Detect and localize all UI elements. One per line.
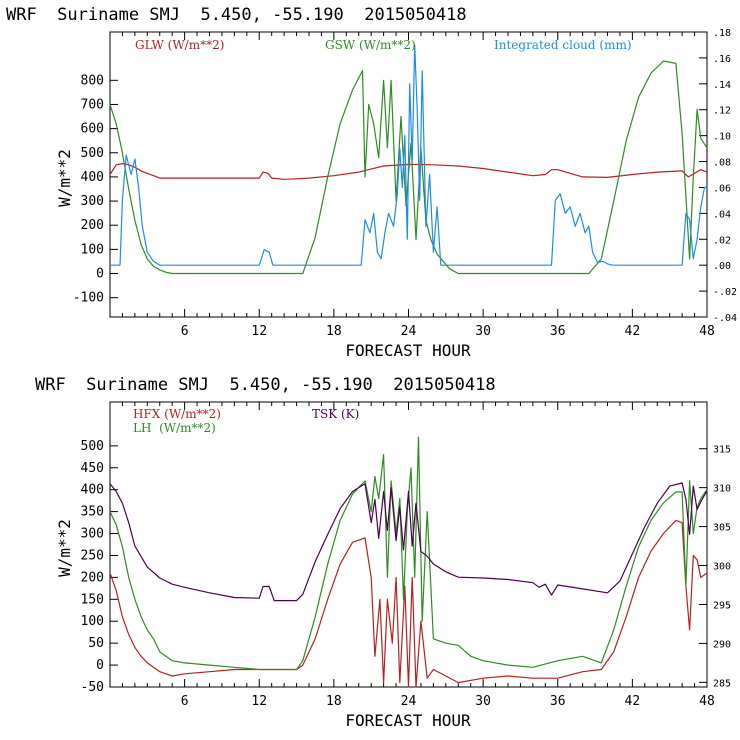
bottom-series-lh xyxy=(109,436,708,671)
top-y-axis-label: W/m**2 xyxy=(55,149,74,207)
legend-gsw: GSW (W/m**2) xyxy=(325,38,416,52)
bottom-y-tick-label: 350 xyxy=(81,505,104,520)
bottom-y2-tick-label: 290 xyxy=(713,639,731,650)
top-y2-tick-label: .18 xyxy=(713,28,731,39)
bottom-y-tick-label: 100 xyxy=(81,614,104,629)
bottom-y2-tick-label: 300 xyxy=(713,562,731,573)
top-y-tick-label: 600 xyxy=(81,122,104,137)
top-y2-tick-label: .16 xyxy=(713,54,731,65)
legend-integrated-cloud: Integrated cloud (mm) xyxy=(494,38,632,52)
bottom-y2-tick-label: 305 xyxy=(713,523,731,534)
top-series-group xyxy=(109,44,708,275)
top-y2-tick-label: .10 xyxy=(713,132,731,143)
top-y2-tick-label: .08 xyxy=(713,158,731,169)
bottom-y-tick-label: 500 xyxy=(81,439,104,454)
bottom-chart-title: WRF Suriname SMJ 5.450, -55.190 20150504… xyxy=(35,375,496,395)
bottom-y-tick-label: 50 xyxy=(88,636,104,651)
bottom-y-tick-label: 250 xyxy=(81,548,104,563)
bottom-y2-tick-label: 295 xyxy=(713,600,731,611)
top-y-tick-label: 300 xyxy=(81,194,104,209)
top-panel: WRF Suriname SMJ 5.450, -55.190 20150504… xyxy=(6,5,737,360)
bottom-y2-tick-label: 285 xyxy=(713,678,731,689)
bottom-y-tick-label: 0 xyxy=(96,658,104,673)
top-x-tick-label: 24 xyxy=(401,324,417,339)
top-y-tick-label: 500 xyxy=(81,146,104,161)
top-x-tick-label: 6 xyxy=(181,324,189,339)
bottom-series-tsk xyxy=(109,482,708,602)
legend-hfx: HFX (W/m**2) xyxy=(133,407,221,421)
top-y-tick-label: 100 xyxy=(81,242,104,257)
bottom-panel: WRF Suriname SMJ 5.450, -55.190 20150504… xyxy=(35,375,731,730)
bottom-y-tick-label: 400 xyxy=(81,483,104,498)
top-y2-tick-label: .12 xyxy=(713,106,731,117)
top-y2-tick-label: .06 xyxy=(713,183,731,194)
bottom-x-tick-label: 18 xyxy=(326,694,342,709)
legend-tsk: TSK (K) xyxy=(312,407,359,421)
top-y2-tick-label: .02 xyxy=(713,235,731,246)
bottom-y2-tick-label: 310 xyxy=(713,484,731,495)
legend-lh: LH (W/m**2) xyxy=(133,421,216,435)
top-y-tick-label: 200 xyxy=(81,218,104,233)
bottom-y-axis-label: W/m**2 xyxy=(55,519,74,577)
bottom-x-tick-label: 24 xyxy=(401,694,417,709)
top-x-tick-label: 42 xyxy=(625,324,641,339)
top-chart-title: WRF Suriname SMJ 5.450, -55.190 20150504… xyxy=(6,5,467,25)
bottom-y-tick-label: -50 xyxy=(81,680,104,695)
bottom-x-tick-label: 6 xyxy=(181,694,189,709)
bottom-x-tick-label: 12 xyxy=(251,694,267,709)
bottom-x-axis-label: FORECAST HOUR xyxy=(345,711,471,730)
bottom-x-tick-label: 30 xyxy=(475,694,491,709)
top-y2-tick-label: -.04 xyxy=(713,313,737,324)
top-series-glw xyxy=(109,163,708,180)
top-y2-tick-label: .00 xyxy=(713,261,731,272)
top-x-tick-label: 18 xyxy=(326,324,342,339)
bottom-y-tick-label: 300 xyxy=(81,527,104,542)
top-series-gsw xyxy=(109,60,708,275)
top-axis-ticks: 6 12 18 24 30 36 42 48 -100 0 100 200 300 400 500 600 70… xyxy=(73,28,737,339)
top-y-tick-label: 700 xyxy=(81,97,104,112)
bottom-series-hfx xyxy=(109,519,708,688)
bottom-x-tick-label: 36 xyxy=(550,694,566,709)
top-y-tick-label: 400 xyxy=(81,170,104,185)
bottom-axis-ticks: 6 12 18 24 30 36 42 48 -50 0 50 100 150 200 250 300 350 4… xyxy=(81,402,731,709)
top-x-tick-label: 12 xyxy=(251,324,267,339)
top-y-tick-label: 0 xyxy=(96,267,104,282)
top-y-tick-label: 800 xyxy=(81,73,104,88)
bottom-plot-frame xyxy=(109,401,708,688)
top-series-integrated-cloud xyxy=(110,44,707,266)
top-y-tick-label: -100 xyxy=(73,291,104,306)
bottom-y-tick-label: 150 xyxy=(81,592,104,607)
top-x-tick-label: 30 xyxy=(475,324,491,339)
bottom-y2-tick-label: 315 xyxy=(713,445,731,456)
top-y2-tick-label: .14 xyxy=(713,80,731,91)
bottom-x-tick-label: 48 xyxy=(699,694,715,709)
top-x-axis-label: FORECAST HOUR xyxy=(345,341,471,360)
top-y2-tick-label: -.02 xyxy=(713,287,737,298)
top-x-tick-label: 36 xyxy=(550,324,566,339)
bottom-x-tick-label: 42 xyxy=(625,694,641,709)
top-y2-tick-label: .04 xyxy=(713,209,731,220)
top-x-tick-label: 48 xyxy=(699,324,715,339)
legend-glw: GLW (W/m**2) xyxy=(135,38,224,52)
bottom-y-tick-label: 200 xyxy=(81,570,104,585)
bottom-series-group xyxy=(109,436,708,688)
bottom-y-tick-label: 450 xyxy=(81,461,104,476)
